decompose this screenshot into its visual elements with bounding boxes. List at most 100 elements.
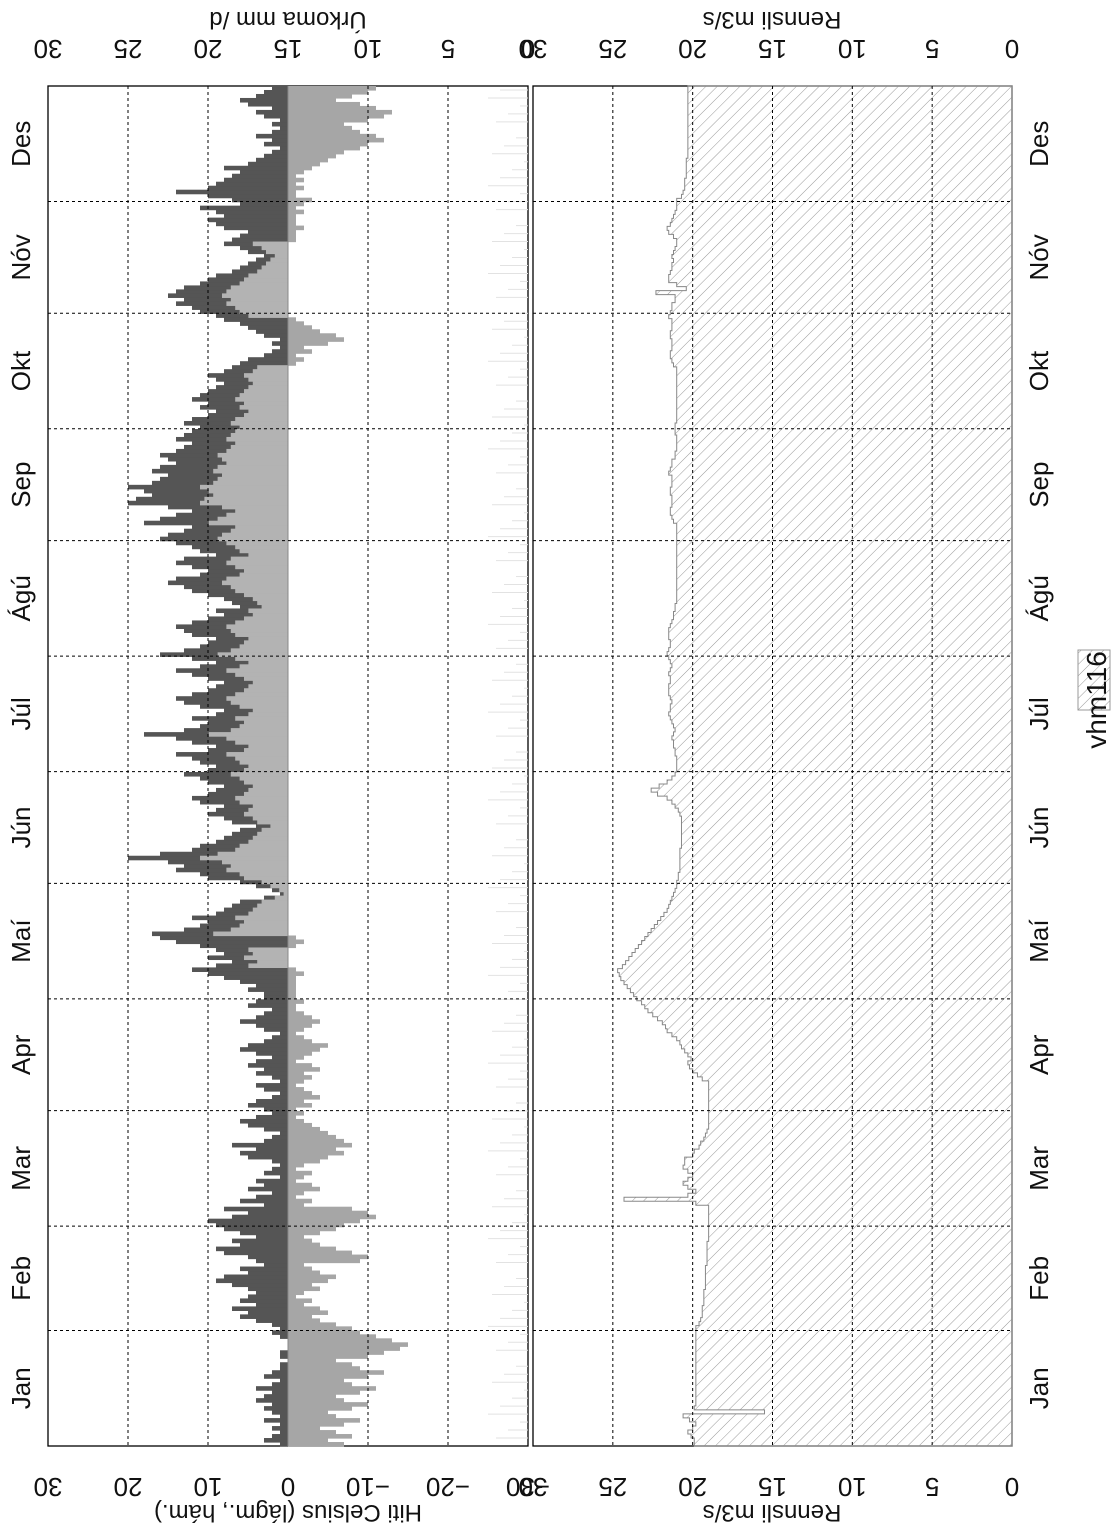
temp-max-bar	[272, 341, 288, 346]
temp-min-bar	[288, 1110, 304, 1116]
temp-max-bar	[176, 939, 288, 945]
temp-max-bar	[264, 1374, 288, 1379]
temp-max-bar	[208, 217, 288, 223]
temp-min-bar	[288, 1023, 312, 1028]
precip-tick-label: 10	[354, 34, 383, 64]
temp-summer-bar	[226, 576, 288, 582]
temp-max-bar	[272, 1402, 288, 1407]
temp-min-bar	[288, 121, 344, 127]
temp-summer-bar	[248, 839, 288, 845]
temp-max-bar	[280, 1366, 288, 1371]
month-label-left: Apr	[6, 1034, 36, 1075]
temp-min-bar	[288, 1222, 344, 1228]
temp-summer-bar	[244, 720, 288, 725]
precip-tick-label: 30	[34, 34, 63, 64]
temp-min-bar	[288, 89, 368, 95]
temp-summer-bar	[217, 452, 288, 458]
temp-min-bar	[288, 349, 312, 354]
temp-min-bar	[288, 1302, 304, 1308]
precip-axis-label: Úrkoma mm /d	[209, 6, 366, 33]
temp-summer-bar	[244, 592, 288, 598]
temp-min-bar	[288, 1290, 304, 1296]
temp-min-bar	[288, 1043, 328, 1048]
temp-max-bar	[272, 1110, 288, 1116]
temp-min-bar	[288, 1063, 312, 1068]
temp-summer-bar	[235, 524, 288, 530]
temp-min-bar	[288, 1358, 336, 1363]
temp-min-bar	[288, 1298, 312, 1304]
temp-min-bar	[288, 105, 376, 111]
temp-min-bar	[288, 1426, 320, 1431]
temp-min-bar	[288, 1274, 336, 1280]
discharge-tick-label-top: 30	[519, 34, 548, 64]
temp-max-bar	[232, 1238, 288, 1244]
temp-min-bar	[288, 173, 296, 179]
temp-min-bar	[288, 205, 296, 211]
temp-summer-bar	[261, 245, 288, 251]
temp-summer-bar	[252, 241, 288, 247]
temp-summer-bar	[200, 484, 288, 490]
temp-max-bar	[248, 1270, 288, 1276]
temp-max-bar	[264, 153, 288, 159]
temp-max-bar	[264, 353, 288, 358]
temp-max-bar	[264, 1039, 288, 1044]
temp-max-bar	[248, 1154, 288, 1160]
temp-min-bar	[288, 1418, 360, 1423]
temp-summer-bar	[248, 409, 288, 414]
temp-summer-bar	[252, 835, 288, 841]
temp-max-bar	[256, 1302, 288, 1308]
temp-min-bar	[288, 1430, 336, 1435]
temp-max-bar	[272, 1007, 288, 1012]
temp-max-bar	[256, 1015, 288, 1020]
temp-max-bar	[224, 225, 288, 231]
temp-min-bar	[288, 101, 360, 107]
temp-min-bar	[288, 935, 296, 941]
temp-min-bar	[288, 161, 320, 167]
temp-summer-bar	[252, 596, 288, 602]
temp-min-bar	[288, 1214, 376, 1220]
temp-summer-bar	[222, 456, 288, 462]
temp-max-bar	[256, 1099, 288, 1104]
temp-min-bar	[288, 1210, 368, 1216]
temp-tick-label: 10	[194, 1472, 223, 1502]
temp-summer-bar	[213, 468, 288, 474]
temp-min-bar	[288, 1011, 304, 1016]
temp-min-bar	[288, 1031, 296, 1036]
temp-min-bar	[288, 1394, 336, 1399]
temp-max-bar	[280, 1334, 288, 1339]
precip-tick-label: 0	[521, 34, 535, 64]
temp-summer-bar	[230, 584, 288, 590]
temp-summer-bar	[257, 959, 288, 965]
temp-max-bar	[264, 1087, 288, 1092]
month-label-right: Maí	[1024, 919, 1054, 963]
temp-min-bar	[288, 86, 376, 91]
temp-summer-bar	[213, 931, 288, 937]
temp-max-bar	[256, 999, 288, 1004]
temp-min-bar	[288, 229, 296, 235]
temp-min-bar	[288, 1410, 328, 1415]
temp-min-bar	[288, 1230, 320, 1236]
temp-summer-bar	[235, 417, 288, 422]
temp-min-bar	[288, 1434, 352, 1439]
temp-summer-bar	[248, 377, 288, 382]
temp-min-bar	[288, 1019, 320, 1024]
temp-min-bar	[288, 1150, 344, 1156]
temp-min-bar	[288, 987, 296, 992]
temp-min-bar	[288, 1158, 320, 1164]
temp-summer-bar	[248, 660, 288, 665]
temp-max-bar	[256, 133, 288, 139]
temp-min-bar	[288, 213, 296, 219]
temp-summer-bar	[248, 552, 288, 558]
temp-min-bar	[288, 325, 312, 330]
month-label-left: Júl	[6, 697, 36, 730]
discharge-axis-label-top: Rennsli m3/s	[703, 6, 842, 33]
temp-max-bar	[240, 1298, 288, 1304]
temp-summer-bar	[239, 843, 288, 849]
temp-max-bar	[216, 1278, 288, 1284]
temp-summer-bar	[226, 867, 288, 873]
temp-min-bar	[288, 1242, 320, 1248]
temp-min-bar	[288, 221, 296, 227]
temp-summer-bar	[208, 732, 288, 737]
temp-min-bar	[288, 1106, 296, 1112]
discharge-tick-label-top: 20	[678, 34, 707, 64]
